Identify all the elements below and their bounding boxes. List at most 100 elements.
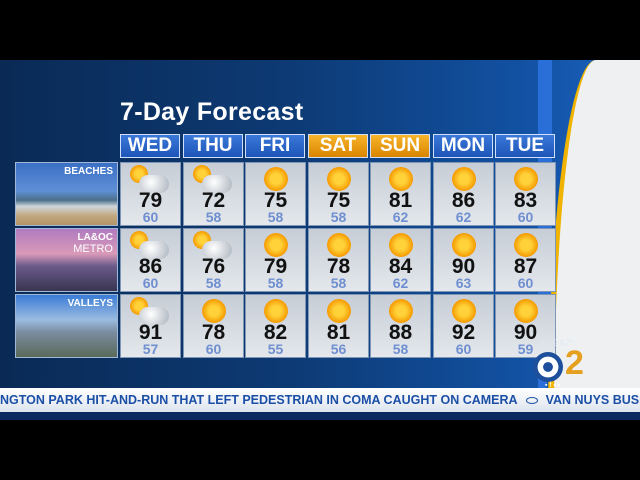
- cbs-eye-icon: [525, 397, 538, 405]
- forecast-cell: 82 55: [245, 294, 306, 358]
- high-temp: 75: [263, 189, 288, 212]
- sun-icon: [452, 299, 476, 323]
- high-temp: 78: [326, 255, 351, 278]
- low-temp: 58: [330, 275, 347, 291]
- low-temp: 62: [392, 209, 409, 225]
- low-temp: 57: [142, 341, 159, 357]
- high-temp: 87: [513, 255, 538, 278]
- high-temp: 92: [451, 321, 476, 344]
- clock-time: 6:19: [540, 338, 558, 348]
- region-sub: METRO: [73, 243, 113, 255]
- broadcast-screen: 7-Day Forecast WED THU FRI SAT SUN MON TUE BEAC…: [0, 60, 640, 420]
- ticker-item: VAN NUYS BUSINE: [545, 393, 640, 407]
- high-temp: 86: [451, 189, 476, 212]
- low-temp: 60: [205, 341, 222, 357]
- high-temp: 82: [263, 321, 288, 344]
- low-temp: 58: [205, 209, 222, 225]
- forecast-cell: 78 58: [308, 228, 369, 292]
- sun-icon: [327, 167, 351, 191]
- sun-icon: [264, 299, 288, 323]
- high-temp: 72: [201, 189, 226, 212]
- sun-icon: [514, 299, 538, 323]
- forecast-cell: 90 63: [433, 228, 494, 292]
- cloud-icon: [139, 175, 169, 193]
- low-temp: 59: [517, 341, 534, 357]
- day-header-tue: TUE: [495, 134, 555, 158]
- cloud-icon: [202, 175, 232, 193]
- forecast-cell: 81 56: [308, 294, 369, 358]
- ticker-item: NGTON PARK HIT-AND-RUN THAT LEFT PEDESTR…: [0, 393, 518, 407]
- high-temp: 76: [201, 255, 226, 278]
- region-image-1: LA&OC METRO: [15, 228, 118, 292]
- forecast-cell: 92 60: [433, 294, 494, 358]
- high-temp: 75: [326, 189, 351, 212]
- forecast-cell: 91 57: [120, 294, 181, 358]
- cloud-icon: [139, 241, 169, 259]
- forecast-cell: 75 58: [245, 162, 306, 226]
- high-temp: 79: [263, 255, 288, 278]
- news-ticker: NGTON PARK HIT-AND-RUN THAT LEFT PEDESTR…: [0, 388, 640, 412]
- sun-icon: [327, 299, 351, 323]
- sun-icon: [389, 167, 413, 191]
- sun-icon: [264, 233, 288, 257]
- forecast-cell: 90 59: [495, 294, 556, 358]
- high-temp: 83: [513, 189, 538, 212]
- clock: 6:19 67°: [540, 338, 574, 348]
- forecast-cell: 72 58: [183, 162, 244, 226]
- high-temp: 90: [513, 321, 538, 344]
- page-title: 7-Day Forecast: [120, 98, 304, 126]
- low-temp: 58: [330, 209, 347, 225]
- day-header-mon: MON: [433, 134, 493, 158]
- bottom-bar: [0, 412, 640, 420]
- forecast-cell: 79 58: [245, 228, 306, 292]
- low-temp: 55: [267, 341, 284, 357]
- forecast-cell: 76 58: [183, 228, 244, 292]
- sun-icon: [202, 299, 226, 323]
- cloud-icon: [202, 241, 232, 259]
- sun-icon: [514, 167, 538, 191]
- forecast-cell: 79 60: [120, 162, 181, 226]
- high-temp: 91: [138, 321, 163, 344]
- forecast-cell: 88 58: [370, 294, 431, 358]
- high-temp: 81: [388, 189, 413, 212]
- high-temp: 88: [388, 321, 413, 344]
- low-temp: 58: [267, 275, 284, 291]
- station-number: 2: [565, 344, 584, 382]
- low-temp: 58: [267, 209, 284, 225]
- forecast-cell: 86 60: [120, 228, 181, 292]
- sun-icon: [389, 233, 413, 257]
- region-name: LA&OC: [77, 232, 113, 243]
- region-image-2: VALLEYS: [15, 294, 118, 358]
- low-temp: 60: [455, 341, 472, 357]
- forecast-cell: 86 62: [433, 162, 494, 226]
- high-temp: 86: [138, 255, 163, 278]
- region-name: VALLEYS: [67, 298, 113, 309]
- day-header-wed: WED: [120, 134, 180, 158]
- sun-icon: [452, 233, 476, 257]
- day-header-thu: THU: [183, 134, 243, 158]
- high-temp: 90: [451, 255, 476, 278]
- forecast-cell: 75 58: [308, 162, 369, 226]
- low-temp: 60: [517, 209, 534, 225]
- high-temp: 79: [138, 189, 163, 212]
- cbs-eye-logo-icon: [533, 352, 563, 382]
- low-temp: 60: [142, 275, 159, 291]
- low-temp: 58: [205, 275, 222, 291]
- social-icons: ▪ f ▪ ▪: [545, 382, 561, 389]
- low-temp: 63: [455, 275, 472, 291]
- low-temp: 62: [455, 209, 472, 225]
- sun-icon: [327, 233, 351, 257]
- sun-icon: [389, 299, 413, 323]
- cloud-icon: [139, 307, 169, 325]
- day-header-sun: SUN: [370, 134, 430, 158]
- region-name: BEACHES: [64, 166, 113, 177]
- region-image-0: BEACHES: [15, 162, 118, 226]
- forecast-cell: 87 60: [495, 228, 556, 292]
- clock-temp: 67°: [560, 338, 574, 348]
- low-temp: 62: [392, 275, 409, 291]
- sun-icon: [514, 233, 538, 257]
- low-temp: 60: [517, 275, 534, 291]
- forecast-cell: 81 62: [370, 162, 431, 226]
- forecast-cell: 78 60: [183, 294, 244, 358]
- forecast-cell: 83 60: [495, 162, 556, 226]
